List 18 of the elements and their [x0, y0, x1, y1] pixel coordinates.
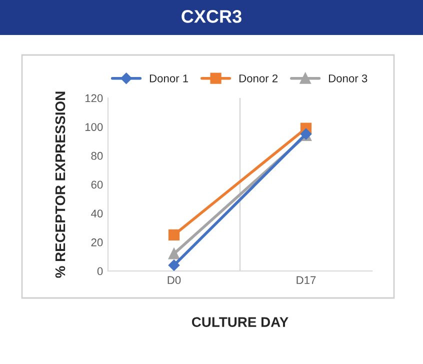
point — [168, 229, 180, 241]
y-tick-label: 80 — [91, 152, 103, 160]
point — [168, 260, 180, 271]
legend-label: Donor 3 — [329, 74, 368, 82]
chart-title: CXCR3 — [182, 10, 242, 23]
y-tick-label: 60 — [91, 180, 103, 189]
y-tick-label: 0 — [97, 267, 103, 276]
y-tick-label: 120 — [85, 94, 103, 102]
y-tick-label: 20 — [91, 238, 103, 246]
y-axis-title: % RECEPTOR EXPRESSION — [55, 92, 66, 278]
y-tick-label: 100 — [85, 123, 103, 131]
y-tick-label: 40 — [91, 210, 103, 218]
legend-label: Donor 2 — [239, 74, 278, 82]
x-tick-label: D17 — [296, 276, 316, 284]
legend-label: Donor 1 — [150, 74, 188, 82]
x-tick-label: D0 — [168, 276, 181, 284]
x-axis-title: CULTURE DAY — [192, 317, 288, 327]
point — [168, 248, 180, 260]
